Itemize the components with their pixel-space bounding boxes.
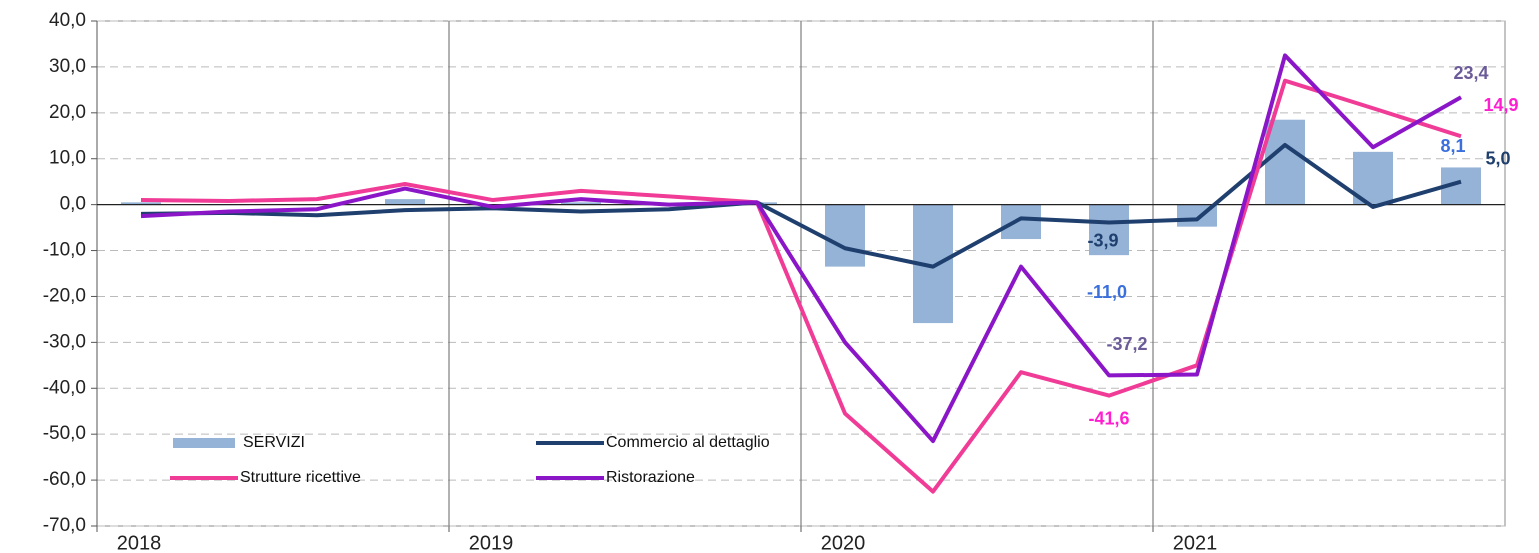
bar: [1001, 204, 1041, 240]
y-tick-label: 40,0: [49, 10, 86, 31]
value-label: -37,2: [1106, 334, 1147, 354]
line: [140, 142, 1462, 269]
value-label: 23,4: [1453, 63, 1488, 83]
value-label: 14,9: [1483, 95, 1518, 115]
value-label: 5,0: [1485, 148, 1510, 168]
value-label: 8,1: [1440, 136, 1465, 156]
y-tick-label: -70,0: [43, 515, 86, 536]
bar: [385, 199, 425, 205]
x-tick-label: 2021: [1173, 532, 1218, 553]
legend-label: SERVIZI: [243, 434, 305, 451]
value-label: -3,9: [1087, 230, 1118, 250]
bar: [121, 202, 161, 205]
bar: [1089, 204, 1129, 256]
x-tick-label: 2020: [821, 532, 866, 553]
x-tick-label: 2018: [117, 532, 162, 553]
bar: [1265, 119, 1305, 205]
y-tick-label: -40,0: [43, 377, 86, 398]
legend-swatch: [173, 438, 235, 448]
y-tick-label: 30,0: [49, 56, 86, 77]
y-tick-label: 10,0: [49, 148, 86, 169]
x-tick-label: 2019: [469, 532, 514, 553]
y-tick-label: -30,0: [43, 331, 86, 352]
value-label: -11,0: [1087, 282, 1127, 302]
y-tick-label: 20,0: [49, 102, 86, 123]
y-tick-label: -60,0: [43, 469, 86, 490]
legend-label: Strutture ricettive: [240, 469, 361, 486]
bar: [825, 204, 865, 267]
y-tick-label: -50,0: [43, 423, 86, 444]
legend-label: Ristorazione: [606, 469, 695, 486]
value-label: -41,6: [1088, 408, 1129, 428]
y-tick-label: -10,0: [43, 240, 86, 261]
bar: [561, 202, 601, 205]
legend-label: Commercio al dettaglio: [606, 434, 770, 451]
y-tick-label: -20,0: [43, 285, 86, 306]
line: [140, 53, 1462, 444]
line: [140, 78, 1462, 494]
y-tick-label: 0,0: [60, 194, 86, 215]
